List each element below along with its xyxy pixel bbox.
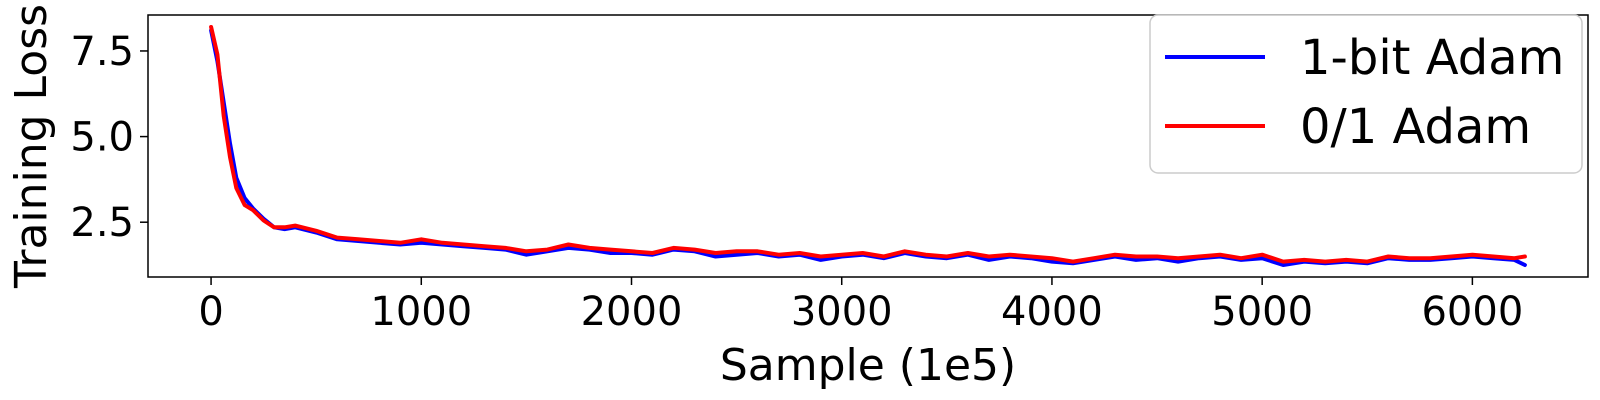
legend: 1-bit Adam 0/1 Adam — [1149, 14, 1583, 174]
x-tick-label: 2000 — [581, 289, 683, 335]
plot-frame — [147, 14, 1589, 278]
y-axis-label: Training Loss — [6, 4, 57, 289]
x-axis-label: Sample (1e5) — [720, 340, 1016, 391]
legend-box — [1149, 14, 1583, 174]
y-axis-ticks: 2.5 5.0 7.5 — [70, 29, 148, 246]
legend-label-1-bit-adam: 1-bit Adam — [1300, 30, 1564, 86]
y-tick-label: 2.5 — [70, 200, 134, 246]
x-tick-label: 5000 — [1211, 289, 1313, 335]
y-tick-label: 5.0 — [70, 115, 134, 161]
series-line-0-1-adam — [209, 25, 1527, 264]
x-tick-label: 3000 — [791, 289, 893, 335]
legend-label-0-1-adam: 0/1 Adam — [1300, 99, 1531, 155]
x-axis-ticks: 0 1000 2000 3000 4000 5000 6000 — [198, 277, 1523, 335]
series-layer — [209, 25, 1527, 267]
x-tick-label: 4000 — [1001, 289, 1103, 335]
x-tick-label: 6000 — [1421, 289, 1523, 335]
x-tick-label: 0 — [198, 289, 223, 335]
x-tick-label: 1000 — [370, 289, 472, 335]
y-tick-label: 7.5 — [70, 29, 134, 75]
